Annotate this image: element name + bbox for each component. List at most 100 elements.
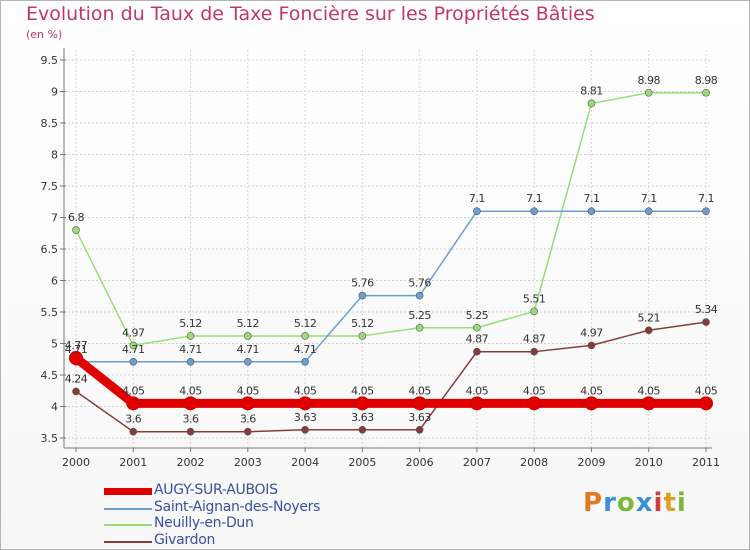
data-label: 7.1 bbox=[469, 192, 485, 205]
data-point bbox=[183, 396, 198, 411]
x-tick-label: 2003 bbox=[234, 456, 262, 469]
data-label: 5.25 bbox=[408, 309, 431, 322]
data-point bbox=[186, 357, 195, 366]
data-label: 7.1 bbox=[698, 192, 714, 205]
y-tick-label: 5 bbox=[51, 338, 58, 351]
legend-label: Givardon bbox=[154, 531, 216, 548]
data-point bbox=[301, 357, 309, 366]
x-tick-label: 2008 bbox=[520, 456, 548, 469]
x-tick-label: 2007 bbox=[463, 456, 491, 469]
data-point bbox=[530, 347, 538, 356]
data-label: 5.12 bbox=[237, 317, 260, 330]
data-label: 3.63 bbox=[351, 411, 374, 424]
y-tick-label: 8.5 bbox=[41, 117, 59, 130]
data-point bbox=[702, 207, 710, 215]
data-point bbox=[69, 350, 83, 365]
y-tick-label: 4 bbox=[51, 401, 58, 414]
data-point bbox=[244, 427, 252, 436]
y-tick-label: 9.5 bbox=[41, 54, 59, 67]
data-label: 6.8 bbox=[68, 211, 84, 224]
logo-letter: P bbox=[583, 488, 604, 518]
logo-letter: i bbox=[653, 488, 664, 518]
data-point bbox=[587, 207, 596, 215]
series-line-3 bbox=[75, 321, 707, 433]
data-label: 5.21 bbox=[637, 311, 660, 324]
data-point bbox=[126, 396, 141, 411]
data-label: 4.71 bbox=[179, 343, 202, 356]
data-point bbox=[129, 427, 138, 436]
x-tick-label: 2010 bbox=[635, 456, 663, 469]
data-point bbox=[641, 396, 656, 411]
data-label: 4.77 bbox=[65, 339, 88, 352]
data-point bbox=[527, 396, 542, 411]
data-label: 4.24 bbox=[65, 372, 88, 385]
data-label: 3.63 bbox=[294, 411, 317, 424]
data-point bbox=[186, 427, 195, 436]
data-point bbox=[702, 318, 710, 326]
data-point bbox=[702, 88, 710, 97]
data-label: 3.63 bbox=[408, 411, 431, 424]
data-label: 4.05 bbox=[237, 384, 260, 397]
data-label: 4.87 bbox=[523, 333, 546, 346]
legend-label: Saint-Aignan-des-Noyers bbox=[154, 498, 321, 515]
x-tick-label: 2002 bbox=[177, 456, 205, 469]
data-point bbox=[244, 332, 252, 340]
data-point bbox=[644, 207, 653, 215]
data-label: 8.98 bbox=[637, 74, 660, 87]
data-point bbox=[412, 396, 427, 411]
x-tick-label: 2005 bbox=[348, 456, 376, 469]
data-point bbox=[72, 226, 80, 234]
x-tick-label: 2009 bbox=[577, 456, 605, 469]
data-label: 4.05 bbox=[408, 384, 431, 397]
data-point bbox=[469, 396, 484, 411]
data-label: 4.05 bbox=[179, 384, 202, 397]
data-point bbox=[530, 207, 538, 215]
y-tick-label: 4.5 bbox=[41, 369, 59, 382]
logo-letter: t bbox=[663, 488, 677, 518]
logo-letter: x bbox=[635, 488, 654, 518]
data-point bbox=[358, 291, 367, 300]
data-point bbox=[301, 332, 309, 340]
data-point bbox=[415, 323, 424, 332]
data-label: 8.81 bbox=[580, 84, 603, 97]
legend-swatch bbox=[104, 524, 152, 526]
data-point bbox=[473, 323, 481, 332]
data-label: 5.76 bbox=[351, 277, 374, 290]
data-point bbox=[240, 396, 255, 411]
data-label: 4.87 bbox=[466, 333, 489, 346]
data-label: 4.05 bbox=[351, 384, 374, 397]
y-tick-label: 6.5 bbox=[41, 243, 59, 256]
x-tick-label: 2000 bbox=[62, 456, 90, 469]
chart-subtitle: (en %) bbox=[26, 28, 63, 41]
data-point bbox=[358, 332, 367, 340]
data-point bbox=[358, 426, 367, 434]
data-point bbox=[584, 396, 599, 411]
data-point bbox=[530, 307, 538, 316]
data-point bbox=[355, 396, 370, 411]
x-tick-label: 2006 bbox=[406, 456, 434, 469]
data-point bbox=[415, 426, 424, 434]
data-label: 7.1 bbox=[641, 192, 657, 205]
series-line-1 bbox=[75, 210, 707, 363]
legend-swatch bbox=[104, 488, 152, 495]
data-label: 5.76 bbox=[408, 277, 431, 290]
x-tick-label: 2001 bbox=[119, 456, 147, 469]
data-label: 5.12 bbox=[294, 317, 317, 330]
legend-swatch bbox=[104, 507, 152, 510]
data-label: 7.1 bbox=[526, 192, 542, 205]
data-label: 5.12 bbox=[179, 317, 202, 330]
data-label: 4.05 bbox=[122, 384, 145, 397]
data-label: 4.05 bbox=[294, 384, 317, 397]
x-tick-label: 2004 bbox=[291, 456, 319, 469]
data-point bbox=[587, 99, 596, 108]
data-point bbox=[72, 387, 80, 396]
y-tick-label: 3.5 bbox=[41, 432, 59, 445]
logo-letter: r bbox=[603, 488, 617, 518]
chart-title: Evolution du Taux de Taxe Foncière sur l… bbox=[26, 3, 595, 25]
data-label: 4.71 bbox=[122, 343, 145, 356]
logo-letter: o bbox=[616, 488, 636, 518]
data-point bbox=[244, 357, 252, 366]
data-label: 4.05 bbox=[695, 384, 718, 397]
legend-label: Neuilly-en-Dun bbox=[154, 515, 254, 531]
